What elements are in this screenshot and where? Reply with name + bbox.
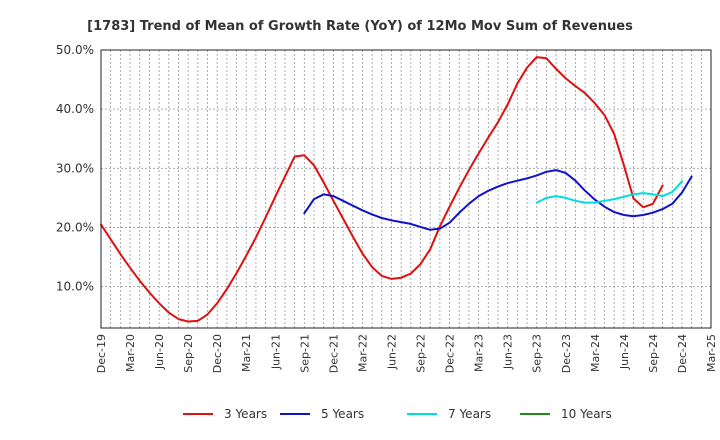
chart-title: [1783] Trend of Mean of Growth Rate (YoY… (87, 19, 633, 34)
legend-label: 7 Years (448, 407, 491, 421)
y-axis-ticks: 10.0% 20.0% 30.0% 40.0% 50.0% (56, 43, 94, 294)
legend-label: 5 Years (321, 407, 364, 421)
x-tick-label: Jun-20 (153, 334, 166, 370)
series-line (303, 169, 693, 231)
x-tick-label: Mar-20 (124, 334, 137, 372)
series-line (100, 56, 664, 323)
x-tick-label: Mar-22 (356, 334, 369, 372)
y-tick-label: 10.0% (56, 280, 94, 294)
y-tick-label: 50.0% (56, 43, 94, 57)
x-tick-label: Dec-21 (327, 334, 340, 373)
x-tick-label: Sep-23 (531, 334, 544, 373)
x-tick-label: Sep-21 (298, 334, 311, 373)
x-tick-label: Jun-24 (618, 334, 631, 370)
plot-area (101, 50, 711, 328)
y-tick-label: 20.0% (56, 220, 94, 234)
y-tick-label: 40.0% (56, 102, 94, 116)
x-tick-label: Dec-23 (560, 334, 573, 373)
x-tick-label: Jun-21 (269, 334, 282, 370)
x-tick-label: Mar-21 (240, 334, 253, 372)
x-tick-label: Dec-24 (676, 334, 689, 373)
x-tick-label: Mar-25 (705, 334, 718, 372)
legend-label: 3 Years (224, 407, 267, 421)
x-tick-label: Sep-24 (647, 334, 660, 373)
x-tick-label: Dec-20 (211, 334, 224, 373)
x-tick-label: Mar-24 (589, 334, 602, 372)
series-group (100, 56, 693, 323)
x-tick-label: Jun-22 (385, 334, 398, 370)
x-axis-ticks: Dec-19 Mar-20 Jun-20 Sep-20 Dec-20 Mar-21 Jun-… (95, 334, 718, 373)
plot-border (100, 49, 712, 329)
x-tick-label: Sep-20 (182, 334, 195, 373)
legend-label: 10 Years (561, 407, 612, 421)
x-tick-label: Dec-22 (444, 334, 457, 373)
grid-lines (101, 49, 711, 328)
x-tick-label: Mar-23 (473, 334, 486, 372)
x-tick-label: Dec-19 (95, 334, 108, 373)
y-tick-label: 30.0% (56, 161, 94, 175)
x-tick-label: Sep-22 (415, 334, 428, 373)
x-tick-label: Jun-23 (502, 334, 515, 370)
series-line (535, 180, 683, 204)
legend: 3 Years 5 Years 7 Years 10 Years (183, 407, 612, 421)
